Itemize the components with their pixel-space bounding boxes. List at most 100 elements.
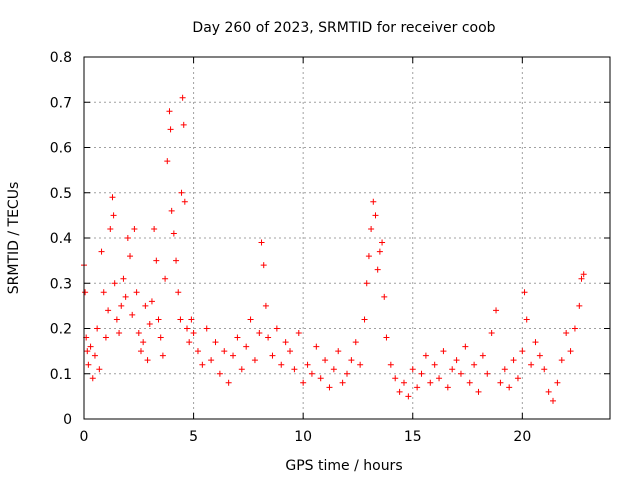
data-point	[148, 298, 155, 305]
data-point	[85, 361, 92, 368]
data-point	[554, 379, 561, 386]
y-tick-label: 0.8	[50, 50, 72, 66]
data-point	[116, 330, 123, 337]
data-point	[100, 289, 107, 296]
data-point	[300, 379, 307, 386]
data-point	[124, 235, 131, 241]
data-point	[370, 198, 377, 205]
data-point	[256, 330, 263, 337]
data-point	[173, 257, 180, 264]
chart-title: Day 260 of 2023, SRMTID for receiver coo…	[192, 20, 495, 36]
data-point	[180, 121, 187, 128]
data-point	[400, 379, 407, 386]
data-point	[528, 361, 535, 368]
data-point	[545, 388, 552, 395]
data-point	[335, 348, 342, 355]
x-tick-label: 10	[294, 429, 312, 445]
data-point	[313, 343, 320, 350]
data-point	[262, 302, 269, 309]
data-point	[142, 302, 149, 309]
data-point	[497, 379, 504, 386]
x-tick-label: 5	[189, 429, 198, 445]
data-point	[153, 257, 160, 264]
data-point	[107, 225, 114, 232]
data-point	[409, 366, 416, 373]
data-point	[137, 348, 144, 355]
data-point	[282, 339, 289, 346]
data-point	[87, 343, 94, 350]
data-point	[484, 370, 491, 377]
data-point	[118, 302, 125, 309]
data-point	[578, 275, 585, 282]
data-point	[422, 352, 429, 359]
data-point	[110, 212, 117, 219]
data-point	[111, 280, 118, 287]
x-axis-label: GPS time / hours	[285, 458, 402, 474]
data-point	[269, 352, 276, 359]
data-point	[199, 361, 206, 368]
data-point	[550, 397, 557, 404]
data-point	[365, 253, 372, 260]
data-point	[510, 357, 517, 364]
data-point	[396, 388, 403, 395]
data-point	[488, 330, 495, 337]
data-point	[177, 316, 184, 323]
data-point	[475, 388, 482, 395]
data-point	[506, 384, 513, 391]
data-point	[563, 330, 570, 337]
data-point	[238, 366, 245, 373]
data-point	[558, 357, 565, 364]
data-point	[532, 339, 539, 346]
y-tick-label: 0.6	[50, 141, 72, 157]
data-point	[194, 348, 201, 355]
data-point	[96, 366, 103, 373]
data-point	[436, 375, 443, 382]
data-point	[580, 271, 587, 278]
data-point	[576, 302, 583, 309]
data-point	[493, 307, 500, 314]
data-point	[471, 361, 478, 368]
data-point	[322, 357, 329, 364]
data-point	[190, 330, 197, 337]
y-tick-label: 0	[63, 412, 72, 428]
data-point	[348, 357, 355, 364]
data-point	[105, 307, 112, 314]
data-point	[144, 357, 151, 364]
data-point	[120, 275, 127, 282]
data-point	[243, 343, 250, 350]
data-point	[287, 348, 294, 355]
y-tick-label: 0.2	[50, 322, 72, 338]
data-point	[225, 379, 232, 386]
data-point	[230, 352, 237, 359]
data-point	[84, 348, 91, 355]
data-point	[109, 194, 116, 201]
data-point	[361, 316, 368, 323]
data-point	[541, 366, 548, 373]
data-point	[479, 352, 486, 359]
data-point	[449, 366, 456, 373]
data-point	[82, 289, 89, 296]
data-point	[339, 379, 346, 386]
data-point	[376, 248, 383, 255]
data-point	[405, 393, 412, 400]
x-tick-label: 15	[404, 429, 422, 445]
data-point	[98, 248, 105, 255]
data-point	[135, 330, 142, 337]
y-tick-label: 0.4	[50, 231, 72, 247]
data-point	[304, 361, 311, 368]
data-point	[330, 366, 337, 373]
data-points	[81, 94, 587, 404]
data-point	[151, 225, 158, 232]
data-point	[368, 225, 375, 232]
data-point	[178, 189, 185, 196]
data-point	[186, 339, 193, 346]
data-point	[501, 366, 508, 373]
data-point	[122, 293, 129, 300]
data-point	[357, 361, 364, 368]
data-point	[133, 289, 140, 296]
data-point	[453, 357, 460, 364]
data-point	[140, 339, 147, 346]
data-point	[278, 361, 285, 368]
data-point	[521, 289, 528, 296]
data-point	[462, 343, 469, 350]
